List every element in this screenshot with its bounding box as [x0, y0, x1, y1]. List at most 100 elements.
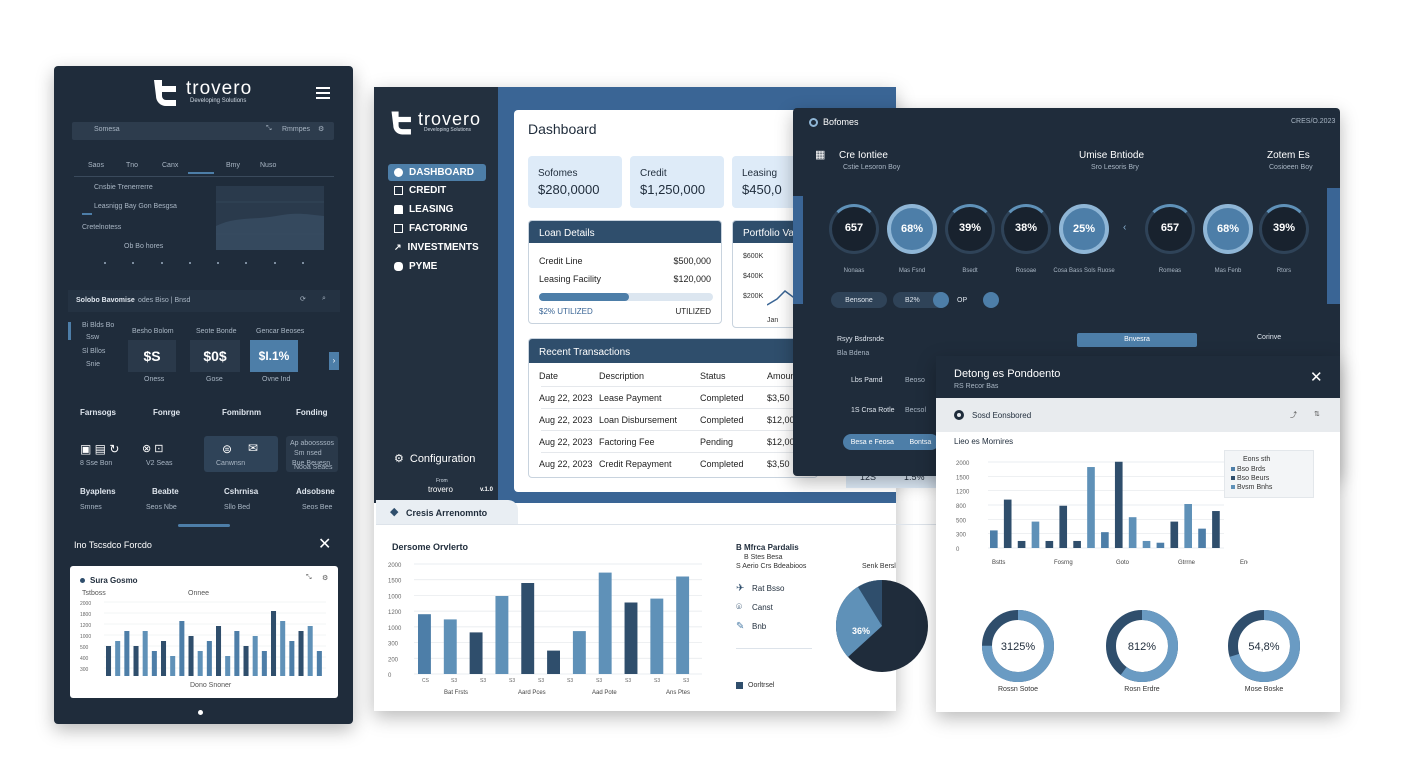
mobile-list-item-4[interactable]: Ob Bo hores — [124, 243, 164, 250]
close-icon[interactable]: ✕ — [1310, 369, 1323, 386]
scroll-handle[interactable] — [178, 524, 230, 527]
filter-icon[interactable]: ⇅ — [1314, 411, 1320, 418]
mobile-tab-1[interactable]: Saos — [88, 162, 104, 169]
mobile-list-item-1[interactable]: Cnsbie Trenerrerre — [94, 184, 153, 191]
grid-head-2: Fonrge — [153, 408, 181, 417]
mobile-search-bar[interactable]: Somesa Rmmpes ⤡ ⚙ — [72, 122, 334, 140]
mobile-tab-2[interactable]: Tno — [126, 162, 139, 169]
col-status: Status — [700, 370, 726, 381]
kpi-ring-value: 657 — [1160, 222, 1180, 234]
lower-tab[interactable]: ◆ Cresis Arrenomnto — [376, 500, 518, 524]
prev-arrow-icon[interactable]: ‹ — [1123, 222, 1127, 233]
left-list-1[interactable]: Bi Blds Bo — [82, 322, 115, 329]
lower-legend-item-1[interactable]: Rat Bsso — [752, 584, 785, 593]
nav-configuration[interactable]: ⚙ Configuration — [394, 452, 475, 466]
legend-item-4: Bvsm Bnhs — [1237, 484, 1273, 491]
bar — [1101, 532, 1109, 548]
loan-details-title: Loan Details — [539, 228, 595, 239]
stat-card-credit[interactable]: Credit $1,250,000 — [630, 156, 724, 208]
kpi-ring[interactable]: 68% — [1203, 204, 1253, 254]
legend-swatch-2 — [1231, 467, 1235, 471]
page-dot[interactable] — [198, 710, 203, 715]
bar — [252, 636, 258, 676]
tab-underline — [188, 172, 214, 174]
modal-expand-icon[interactable]: ⤡ — [306, 574, 312, 581]
kpi-ring[interactable]: 657 — [1145, 204, 1195, 254]
row-b-right: Beoso — [905, 377, 925, 384]
link-icons[interactable]: ⊗ ⊡ — [142, 443, 164, 455]
expand-icon[interactable]: ⤡ — [266, 125, 272, 132]
stat-card-leasing[interactable]: Leasing $450,0 — [732, 156, 802, 208]
legend-swatch-3 — [1231, 476, 1235, 480]
nav-credit[interactable]: CREDIT — [388, 182, 486, 199]
play-icons[interactable]: ▣ ▤ ↻ — [80, 442, 120, 456]
mobile-list-item-2[interactable]: Leasnigg Bay Gon Besgsa — [94, 203, 177, 210]
hamburger-icon[interactable] — [316, 87, 330, 99]
row-a-mid-button[interactable]: Bnvesra — [1077, 333, 1197, 347]
control-pill-1[interactable]: Bensone — [831, 292, 887, 308]
left-list-3[interactable]: Sl Bllos — [82, 348, 106, 355]
control-pill-2[interactable]: B2% — [893, 292, 949, 308]
bar — [624, 602, 638, 674]
lower-legend-item-2[interactable]: Canst — [752, 603, 773, 612]
control-pill-1-label: Bensone — [845, 296, 873, 304]
settings-icon[interactable]: ⚙ — [318, 126, 325, 133]
cell-status: Completed — [700, 392, 744, 403]
cell-status: Pending — [700, 436, 734, 447]
next-arrow-button[interactable]: › — [329, 352, 339, 370]
stat-tile-2[interactable]: $0$ — [190, 340, 240, 372]
table-header-row: Date Description Status Amoun — [539, 365, 805, 387]
modal-settings-icon[interactable]: ⚙ — [322, 575, 329, 582]
bar — [289, 641, 295, 676]
kpi-ring[interactable]: 25% — [1059, 204, 1109, 254]
table-row[interactable]: Aug 22, 2023 Lease Payment Completed $3,… — [539, 387, 805, 409]
stat-tile-3[interactable]: $I.1% — [250, 340, 298, 372]
bar — [1184, 504, 1192, 548]
cell-status: Completed — [700, 414, 744, 425]
kpi-ring[interactable]: 39% — [945, 204, 995, 254]
table-row[interactable]: Aug 22, 2023 Factoring Fee Pending $12,0… — [539, 431, 805, 453]
mobile-list-item-3[interactable]: Cretelnotess — [82, 224, 122, 231]
close-icon[interactable]: ✕ — [318, 536, 332, 553]
kpi-ring[interactable]: 38% — [1001, 204, 1051, 254]
donut-fill — [982, 610, 1054, 682]
table-row[interactable]: Aug 22, 2023 Loan Disbursement Completed… — [539, 409, 805, 431]
pie-chart: 36% — [835, 580, 928, 672]
cell-amount: $12,00 — [767, 414, 795, 425]
modal-row[interactable]: Sosd Eonsbored ⤴ ⇅ — [936, 398, 1340, 432]
grid-card4-line2: Sm nsed — [294, 450, 322, 457]
y-tick-label: 400 — [80, 656, 89, 662]
database-icon — [394, 262, 403, 271]
refresh-icon[interactable]: ⟳ — [300, 296, 306, 303]
row-d-pill[interactable]: Besa e Feosa Bontsa — [843, 434, 939, 450]
kpi-ring[interactable]: 657 — [829, 204, 879, 254]
left-list-2[interactable]: Ssw — [86, 334, 100, 341]
stat-value-1: $S — [143, 348, 161, 364]
loan-row-label: Credit Line — [539, 256, 583, 266]
kpi-ring[interactable]: 68% — [887, 204, 937, 254]
grid-head-4: Fonding — [296, 408, 328, 417]
nav-dashboard[interactable]: DASHBOARD — [388, 164, 486, 181]
search-icon[interactable]: ⌕ — [322, 295, 326, 302]
kpi-ring[interactable]: 39% — [1259, 204, 1309, 254]
link-icon[interactable]: ⤴ — [1290, 412, 1297, 419]
y-tick-label: 300 — [80, 667, 89, 673]
table-row[interactable]: Aug 22, 2023 Credit Repayment Completed … — [539, 453, 805, 475]
stat-tile-1[interactable]: $S — [128, 340, 176, 372]
status-dot — [809, 118, 818, 127]
stat-card-sofomes[interactable]: Sofomes $280,0000 — [528, 156, 622, 208]
lower-legend-item-3[interactable]: Bnb — [752, 622, 767, 631]
y-tick-label: 1000 — [388, 594, 402, 600]
mobile-tab-3[interactable]: Canx — [162, 162, 179, 169]
donut-fill — [1228, 610, 1300, 682]
mobile-tab-4[interactable]: Bmy — [226, 162, 240, 169]
grid-card-4[interactable]: Ap aboosssos Sm nsed Bue Beuesn — [286, 436, 338, 472]
grid-card-3[interactable]: ⊜ ✉ — [204, 436, 278, 472]
nav-factoring[interactable]: FACTORING — [388, 220, 486, 237]
mobile-tab-5[interactable]: Nuso — [260, 162, 277, 169]
nav-leasing[interactable]: LEASING — [388, 201, 486, 218]
left-list-4[interactable]: Snie — [86, 361, 101, 368]
nav-pyme[interactable]: PYME — [388, 258, 486, 275]
nav-investments[interactable]: ↗ INVESTMENTS — [388, 239, 486, 256]
control-pill-3[interactable]: OP — [951, 292, 999, 308]
